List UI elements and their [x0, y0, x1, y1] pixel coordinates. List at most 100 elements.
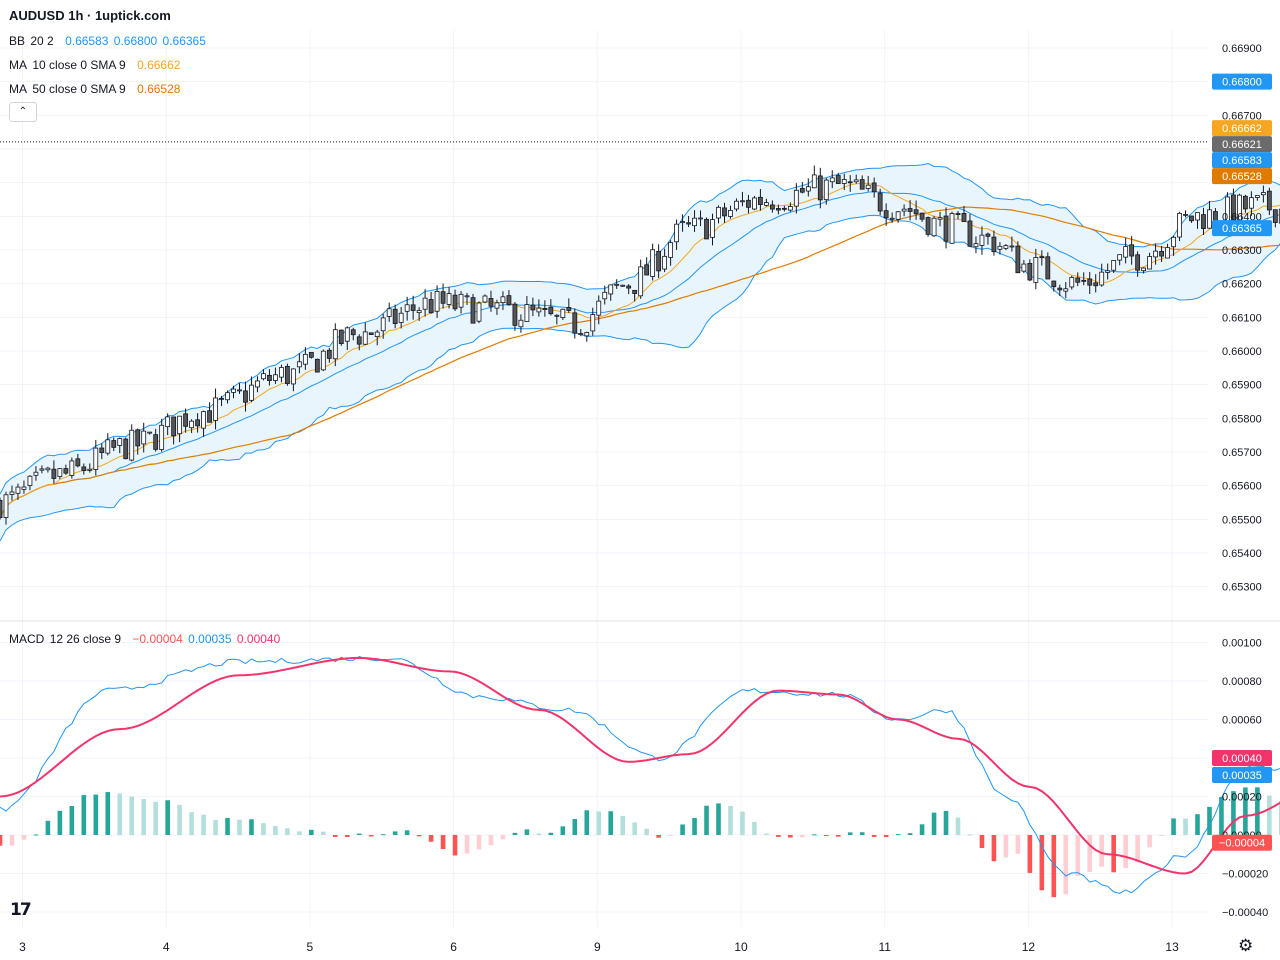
macd-histogram-bar [967, 834, 973, 836]
gear-icon[interactable]: ⚙ [1238, 936, 1254, 955]
candle-body [1207, 209, 1212, 229]
candle-body [386, 308, 392, 317]
candle-body [1201, 214, 1206, 229]
candle-body [1075, 277, 1081, 283]
macd-histogram-bar [333, 835, 338, 837]
macd-histogram-bar [931, 812, 937, 835]
price-tag-label: 0.66528 [1222, 171, 1262, 183]
legend-macd-name: MACD [9, 632, 45, 646]
candle-body [578, 333, 584, 335]
x-tick-label: 10 [734, 940, 748, 954]
candle-body [734, 200, 739, 210]
candle-body [674, 223, 679, 243]
macd-histogram-bar [189, 812, 194, 835]
candle-body [314, 358, 320, 373]
candle-body [746, 199, 751, 208]
macd-histogram-bar [1147, 835, 1152, 848]
candle-body [566, 307, 572, 311]
candle-body [482, 295, 488, 303]
y-tick-label: 0.65400 [1222, 548, 1262, 560]
macd-histogram-bar [692, 818, 697, 835]
macd-histogram-bar [368, 835, 374, 837]
candle-body [889, 217, 895, 220]
candle-body [1057, 287, 1063, 291]
candle-body [991, 236, 997, 253]
candle-body [344, 327, 350, 342]
candle-body [512, 303, 518, 326]
candle-body [704, 218, 709, 240]
chevron-up-icon[interactable]: ⌃ [9, 102, 37, 122]
candle-body [949, 213, 955, 244]
chart-title: AUDUSD 1h · 1uptick.com [9, 8, 171, 23]
macd-histogram-bar [404, 830, 410, 835]
candle-body [865, 184, 871, 189]
candle-body [1177, 212, 1182, 238]
y-tick-label: 0.65900 [1222, 380, 1262, 392]
legend-ma10[interactable]: MA 10 close 0 SMA 9 0.66662 [9, 58, 182, 72]
macd-histogram-bar [1087, 835, 1093, 873]
macd-histogram-bar [560, 826, 566, 835]
candle-body [967, 220, 973, 247]
candle-body [249, 384, 254, 401]
legend-ma50-value: 0.66528 [137, 82, 181, 96]
candle-body [362, 331, 368, 345]
candle-body [416, 310, 422, 314]
macd-histogram-bar [728, 806, 733, 835]
candle-body [859, 179, 865, 190]
candle-body [129, 429, 135, 461]
candle-body [1087, 278, 1093, 286]
tradingview-logo-icon[interactable]: 17 [10, 900, 32, 920]
macd-histogram-bar [93, 794, 99, 835]
candle-body [1105, 270, 1111, 273]
macd-histogram-bar [1267, 795, 1272, 835]
candle-body [290, 368, 296, 385]
macd-histogram-bar [321, 831, 326, 835]
macd-histogram-bar [57, 810, 63, 835]
legend-ma50[interactable]: MA 50 close 0 SMA 9 0.66528 [9, 82, 182, 96]
candle-body [518, 319, 524, 328]
candle-body [1135, 254, 1141, 271]
macd-histogram-bar [1135, 835, 1140, 863]
candle-body [1093, 282, 1099, 287]
legend-bb[interactable]: BB 20 2 0.66583 0.66800 0.66365 [9, 34, 208, 48]
macd-histogram-bar [237, 819, 242, 835]
candle-body [716, 206, 721, 219]
macd-histogram-bar [9, 835, 15, 846]
candle-body [602, 291, 608, 300]
candle-body [1045, 256, 1051, 280]
x-tick-label: 4 [163, 940, 170, 954]
macd-histogram-bar [740, 811, 745, 835]
candle-body [392, 308, 398, 325]
candle-body [1111, 260, 1117, 271]
macd-histogram-bar [141, 799, 146, 835]
candle-body [368, 332, 374, 335]
candle-body [901, 208, 907, 212]
legend-macd-params: 12 26 close 9 [49, 632, 122, 646]
candle-body [1009, 245, 1015, 248]
candle-body [1165, 247, 1170, 259]
legend-bb-name: BB [9, 34, 26, 48]
macd-histogram-bar [69, 806, 75, 835]
legend-bb-upper: 0.66800 [113, 34, 158, 48]
candle-body [656, 251, 662, 272]
candle-body [626, 285, 632, 289]
macd-histogram-bar [201, 814, 206, 835]
candle-body [446, 293, 452, 305]
macd-histogram-bar [776, 835, 781, 837]
candle-body [165, 416, 171, 428]
macd-histogram-bar [129, 796, 135, 835]
legend-macd-hist: −0.00004 [132, 632, 183, 646]
bb-band-fill [0, 163, 1280, 542]
legend-macd[interactable]: MACD 12 26 close 9 −0.00004 0.00035 0.00… [9, 632, 282, 646]
candle-body [817, 175, 823, 201]
candle-body [1021, 263, 1027, 272]
candle-body [608, 284, 614, 295]
macd-histogram-bar [380, 834, 386, 836]
macd-histogram-bar [500, 835, 506, 840]
candle-body [686, 222, 691, 225]
macd-histogram-bar [1063, 835, 1069, 895]
candle-body [398, 312, 404, 323]
candle-body [805, 186, 811, 192]
price-tag [1212, 750, 1272, 766]
